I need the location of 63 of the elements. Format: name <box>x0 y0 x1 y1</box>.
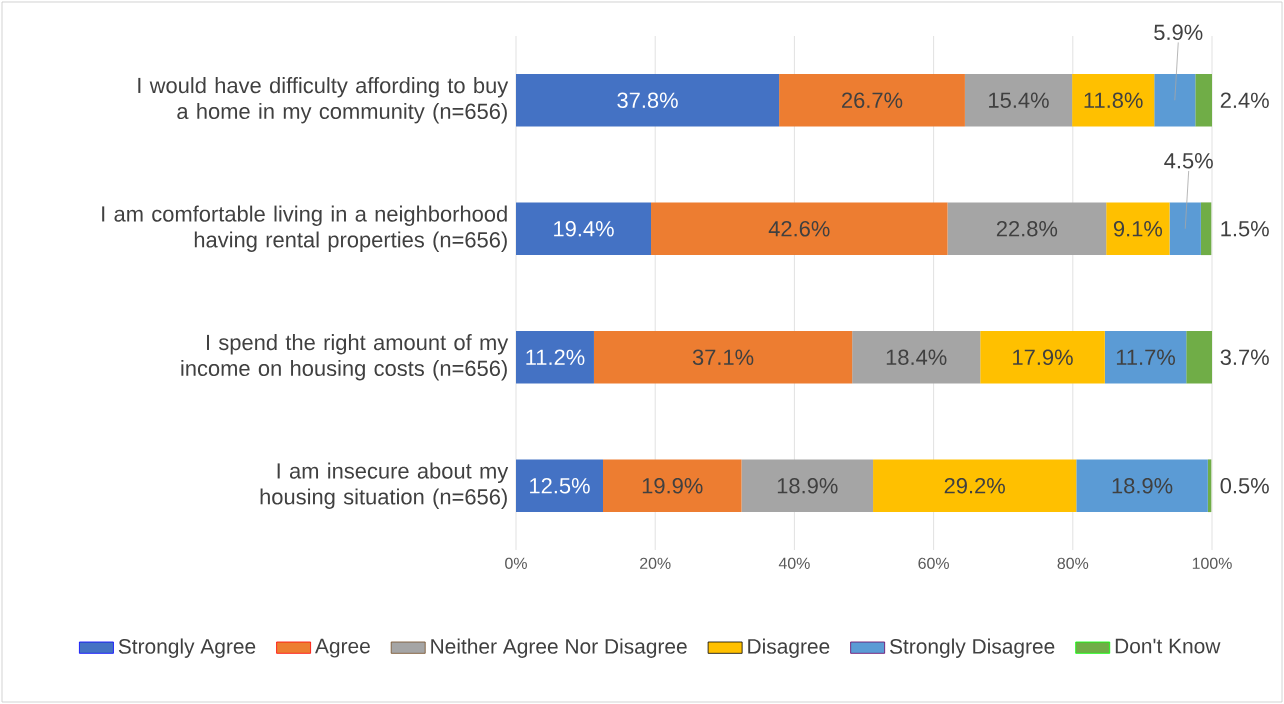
data-label: 22.8% <box>996 221 1058 237</box>
bar <box>1106 202 1170 256</box>
data-label: 26.7% <box>842 92 903 109</box>
data-label: 1.5% <box>1221 221 1269 237</box>
legend-label: Don't Know <box>1115 638 1221 654</box>
data-label: 4.5% <box>1164 153 1213 169</box>
data-label: 19.9% <box>642 478 703 494</box>
data-label: 37.8% <box>617 92 678 109</box>
bar <box>964 73 1073 127</box>
data-label: 42.6% <box>768 221 830 237</box>
y-tick-label: I would have difficulty affording to buy a home in my community (n=656) <box>138 77 509 124</box>
bar <box>1195 73 1213 127</box>
bar <box>651 202 948 256</box>
data-label: 29.2% <box>944 478 1005 494</box>
legend-label: Agree <box>315 638 370 658</box>
y-tick-label: I am comfortable living in a neighborhood having rental properties (n=656) <box>102 205 507 252</box>
bar <box>1076 459 1208 513</box>
data-label: 5.9% <box>1154 24 1203 41</box>
bar <box>593 330 853 384</box>
bar <box>516 459 603 513</box>
data-label: 15.4% <box>989 92 1049 108</box>
x-tick-label: 20% <box>640 557 671 569</box>
y-tick-label: I spend the right amount of my income on housing costs (n=656) <box>181 334 509 381</box>
bar <box>852 330 981 384</box>
data-label: 11.2% <box>526 349 585 365</box>
bar <box>1154 73 1196 127</box>
data-label: 11.7% <box>1116 349 1175 365</box>
data-label: 18.9% <box>1112 478 1173 494</box>
bar <box>873 459 1077 513</box>
data-label: 19.4% <box>554 221 614 237</box>
data-label: 12.5% <box>530 478 590 494</box>
bar <box>741 459 874 513</box>
bar <box>947 202 1107 256</box>
data-label: 18.4% <box>886 349 947 366</box>
data-label: 0.5% <box>1220 478 1269 494</box>
bar <box>1072 73 1155 127</box>
x-tick-label: 0% <box>505 557 527 569</box>
legend-label: Disagree <box>748 638 830 658</box>
bar <box>1104 330 1187 384</box>
x-tick-label: 60% <box>918 557 949 569</box>
x-tick-label: 80% <box>1057 557 1089 569</box>
legend-label: Strongly Disagree <box>889 638 1055 658</box>
x-tick-label: 40% <box>778 557 810 569</box>
data-label: 17.9% <box>1013 349 1073 366</box>
bar <box>516 202 652 256</box>
bar <box>1200 202 1212 256</box>
bar <box>516 330 594 384</box>
bar <box>1186 330 1213 384</box>
legend-label: Strongly Agree <box>118 638 256 658</box>
data-label: 3.7% <box>1220 349 1269 366</box>
data-label: 2.4% <box>1220 92 1269 108</box>
legend-label: Neither Agree Nor Disagree <box>431 638 687 658</box>
bar <box>980 330 1105 384</box>
bar <box>603 459 742 513</box>
data-label: 37.1% <box>692 349 754 366</box>
bar <box>779 73 965 127</box>
y-tick-label: I am insecure about my housing situation (n=656) <box>260 462 509 509</box>
data-label: 11.8% <box>1084 92 1143 109</box>
bar <box>1169 202 1201 256</box>
data-label: 18.9% <box>777 478 838 494</box>
bar <box>516 73 780 127</box>
data-label: 9.1% <box>1113 221 1163 237</box>
x-tick-label: 100% <box>1192 557 1232 569</box>
